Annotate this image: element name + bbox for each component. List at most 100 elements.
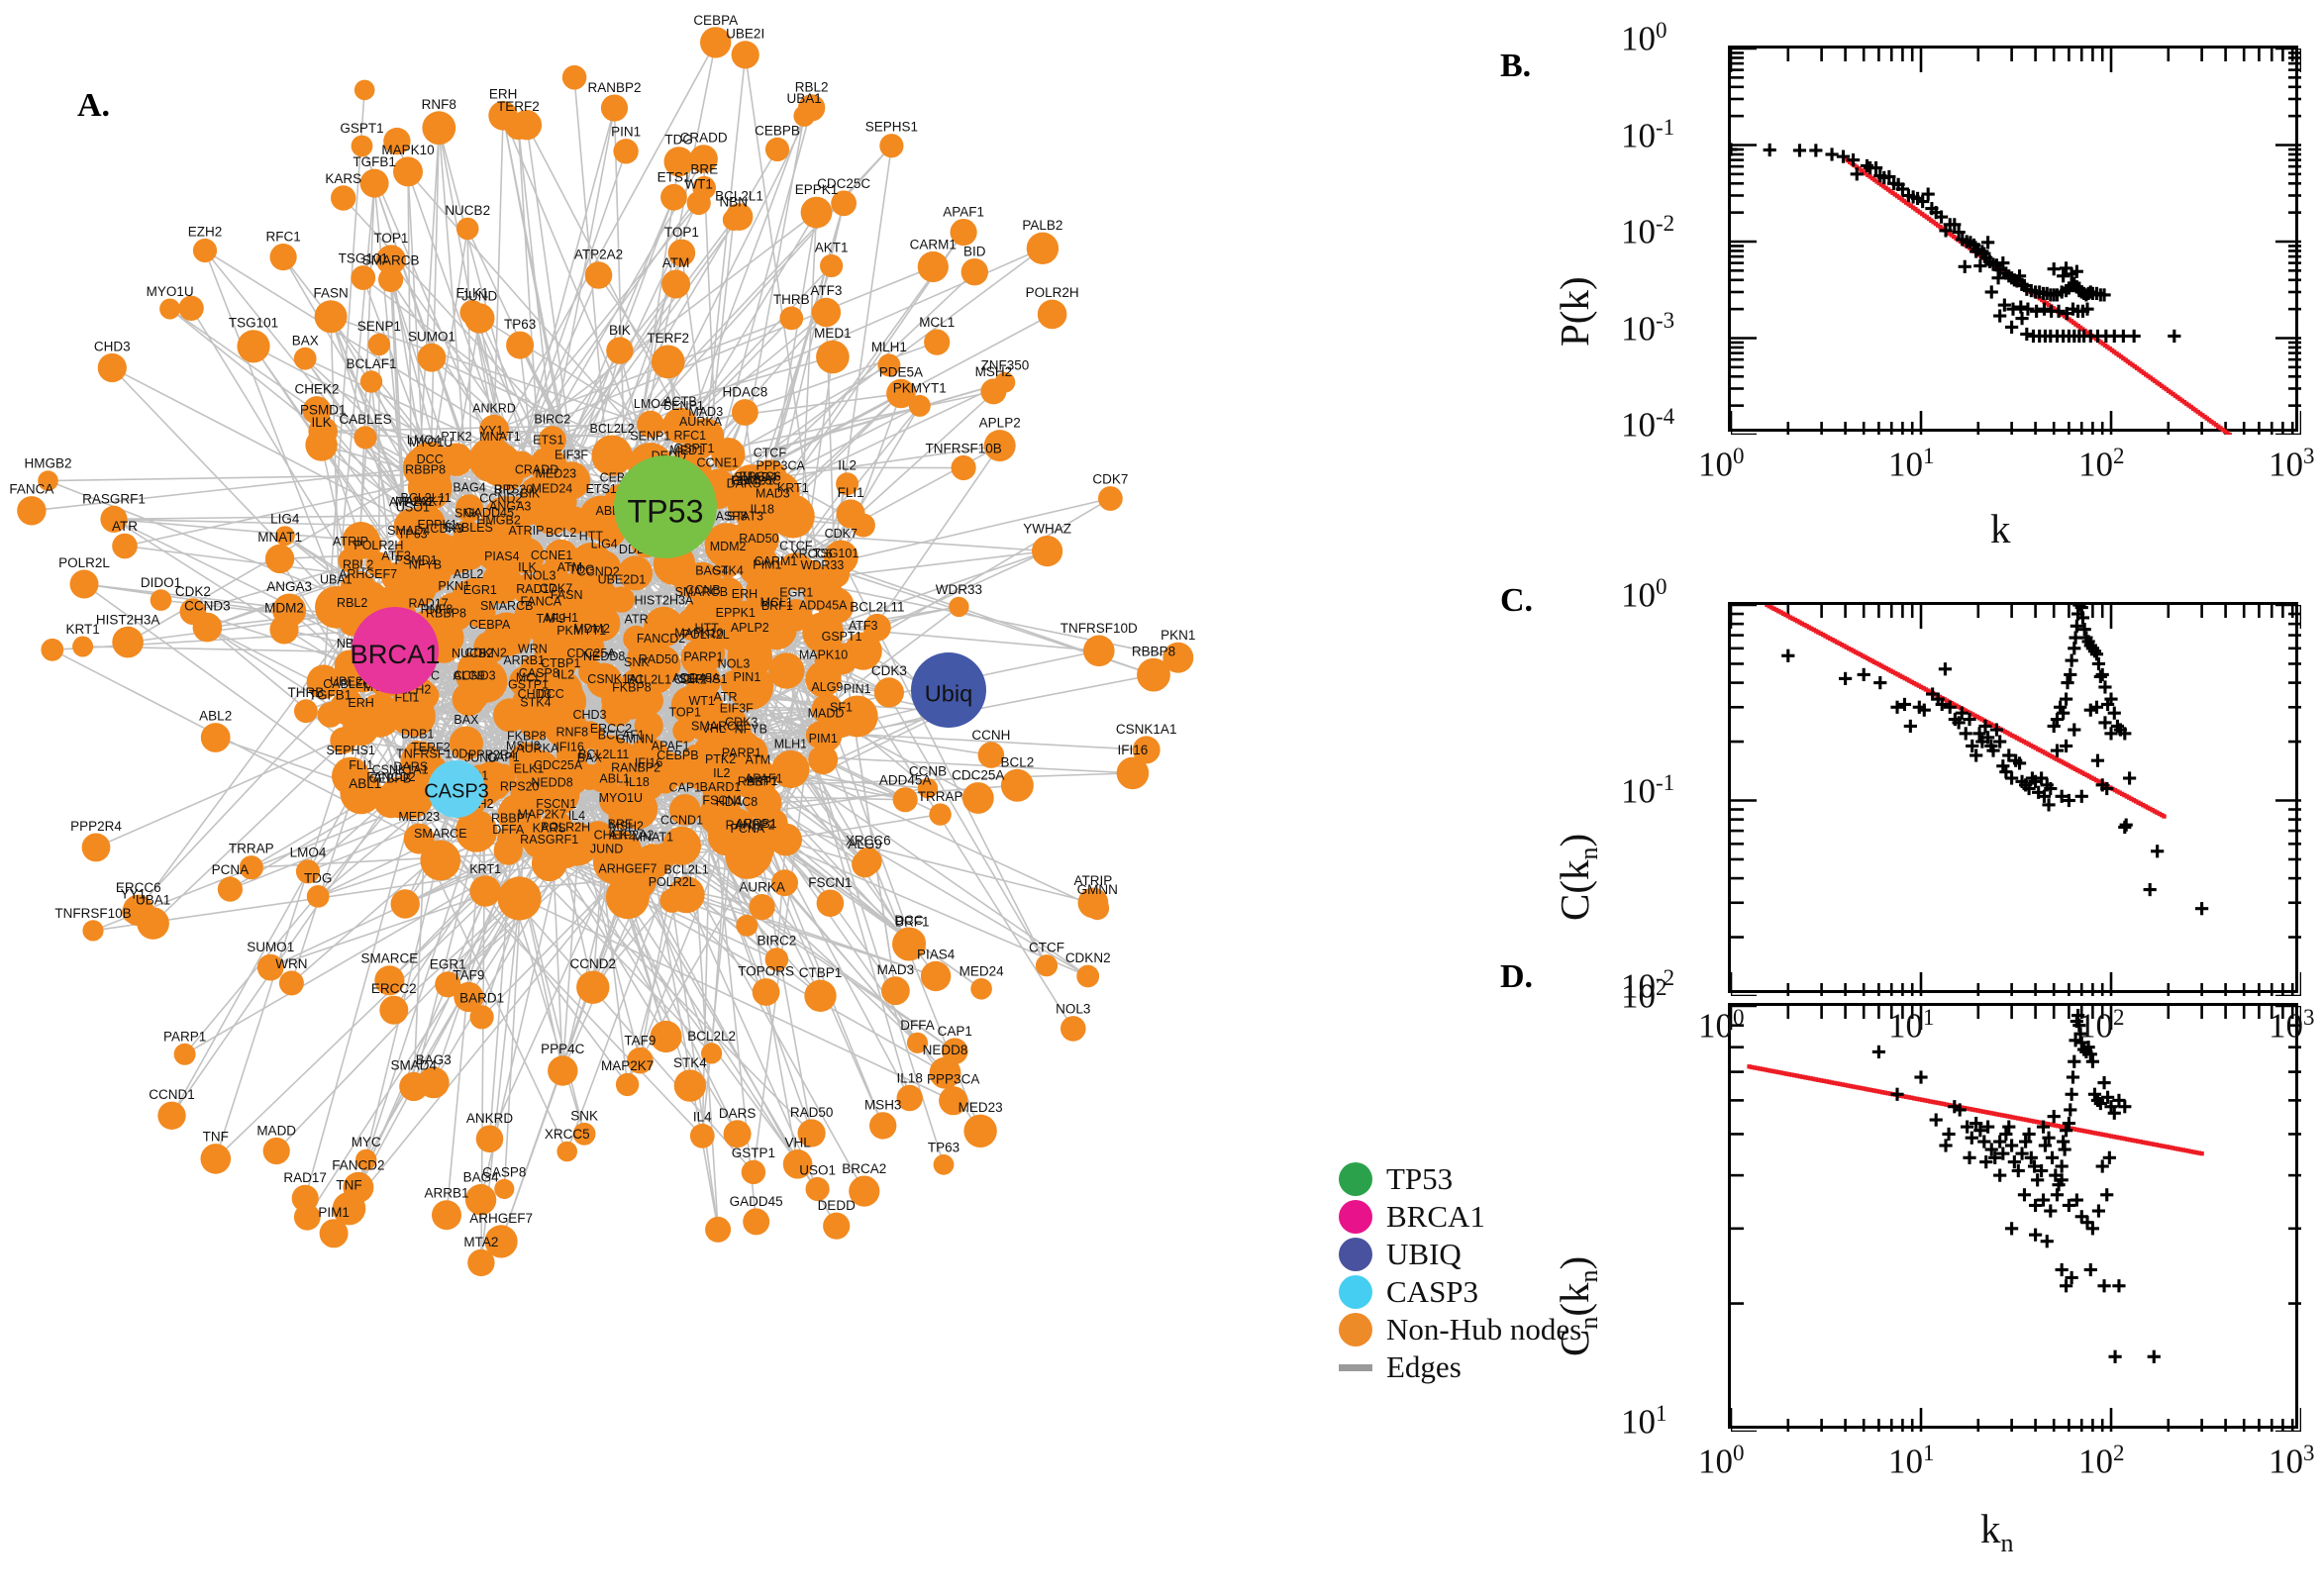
network-node[interactable] <box>365 551 392 578</box>
network-node[interactable] <box>332 756 370 795</box>
hub-node-casp3[interactable] <box>428 760 485 818</box>
network-node[interactable] <box>650 1020 682 1053</box>
network-node[interactable] <box>72 636 94 657</box>
network-node[interactable] <box>1035 954 1059 977</box>
network-node[interactable] <box>705 733 731 757</box>
network-node[interactable] <box>816 340 850 374</box>
network-node[interactable] <box>738 545 780 587</box>
network-node[interactable] <box>586 662 622 698</box>
network-node[interactable] <box>879 134 904 158</box>
network-node[interactable] <box>700 27 732 58</box>
network-node[interactable] <box>496 496 531 531</box>
network-node[interactable] <box>354 79 375 101</box>
network-node[interactable] <box>306 885 330 908</box>
network-node[interactable] <box>529 447 567 484</box>
network-node[interactable] <box>951 454 976 481</box>
network-node[interactable] <box>701 1043 723 1064</box>
network-node[interactable] <box>82 920 104 942</box>
network-node[interactable] <box>961 782 994 814</box>
network-node[interactable] <box>892 787 918 813</box>
network-node[interactable] <box>308 416 339 447</box>
network-node[interactable] <box>1116 756 1150 790</box>
network-node[interactable] <box>612 832 641 860</box>
network-node[interactable] <box>1026 232 1060 264</box>
network-node[interactable] <box>314 300 348 334</box>
network-node[interactable] <box>38 470 58 491</box>
network-node[interactable] <box>520 749 560 789</box>
network-node[interactable] <box>939 1086 968 1116</box>
network-node[interactable] <box>797 1119 826 1147</box>
network-node[interactable] <box>543 704 587 748</box>
network-node[interactable] <box>733 683 761 711</box>
network-node[interactable] <box>256 953 284 981</box>
network-node[interactable] <box>17 496 47 526</box>
network-node[interactable] <box>836 499 865 529</box>
network-node[interactable] <box>494 1178 515 1199</box>
non-hub-nodes[interactable] <box>17 27 1194 1277</box>
network-node[interactable] <box>393 156 423 187</box>
network-node[interactable] <box>306 664 342 699</box>
network-node[interactable] <box>200 723 231 752</box>
network-node[interactable] <box>949 596 969 618</box>
network-node[interactable] <box>600 94 629 122</box>
network-node[interactable] <box>454 810 498 852</box>
network-node[interactable] <box>561 64 587 90</box>
network-node[interactable] <box>820 253 844 278</box>
network-node[interactable] <box>705 1216 732 1243</box>
network-node[interactable] <box>481 562 523 604</box>
network-node[interactable] <box>475 1125 504 1153</box>
network-node[interactable] <box>805 1176 830 1202</box>
network-node[interactable] <box>1032 536 1063 567</box>
network-node[interactable] <box>422 111 456 146</box>
network-node[interactable] <box>331 185 356 211</box>
network-node[interactable] <box>497 876 542 921</box>
network-node[interactable] <box>797 94 826 122</box>
network-node[interactable] <box>540 810 573 844</box>
network-node[interactable] <box>351 135 373 157</box>
network-node[interactable] <box>869 1112 897 1140</box>
network-node[interactable] <box>435 971 461 998</box>
network-node[interactable] <box>464 596 496 629</box>
network-node[interactable] <box>278 970 304 996</box>
network-node[interactable] <box>112 533 138 559</box>
network-node[interactable] <box>743 1208 770 1236</box>
network-node[interactable] <box>800 196 833 229</box>
network-node[interactable] <box>351 265 376 290</box>
network-node[interactable] <box>577 577 619 619</box>
network-node[interactable] <box>768 652 805 689</box>
network-node[interactable] <box>455 217 479 241</box>
network-node[interactable] <box>707 818 747 856</box>
network-node[interactable] <box>412 475 439 502</box>
network-node[interactable] <box>924 329 951 355</box>
network-node[interactable] <box>917 778 939 799</box>
network-node[interactable] <box>475 527 522 573</box>
network-node[interactable] <box>420 840 461 881</box>
network-node[interactable] <box>618 555 654 591</box>
network-node[interactable] <box>403 823 435 854</box>
network-node[interactable] <box>342 522 380 559</box>
network-node[interactable] <box>357 693 401 738</box>
network-node[interactable] <box>863 613 891 642</box>
network-node[interactable] <box>689 1123 715 1148</box>
network-node[interactable] <box>390 889 420 919</box>
network-node[interactable] <box>319 1219 349 1248</box>
network-node[interactable] <box>917 250 949 283</box>
network-node[interactable] <box>1000 768 1034 802</box>
network-node[interactable] <box>896 1084 923 1112</box>
network-node[interactable] <box>693 641 719 666</box>
network-node[interactable] <box>274 526 295 547</box>
network-node[interactable] <box>404 507 435 538</box>
network-node[interactable] <box>744 787 772 816</box>
network-node[interactable] <box>217 876 243 902</box>
network-node[interactable] <box>687 418 725 455</box>
network-node[interactable] <box>760 472 800 511</box>
network-node[interactable] <box>332 1191 366 1226</box>
network-node[interactable] <box>771 869 798 897</box>
network-node[interactable] <box>354 426 377 449</box>
network-node[interactable] <box>804 979 837 1012</box>
network-node[interactable] <box>548 1055 578 1086</box>
network-node[interactable] <box>702 779 742 819</box>
network-node[interactable] <box>556 1141 577 1162</box>
network-node[interactable] <box>920 960 952 992</box>
network-node[interactable] <box>667 239 696 267</box>
